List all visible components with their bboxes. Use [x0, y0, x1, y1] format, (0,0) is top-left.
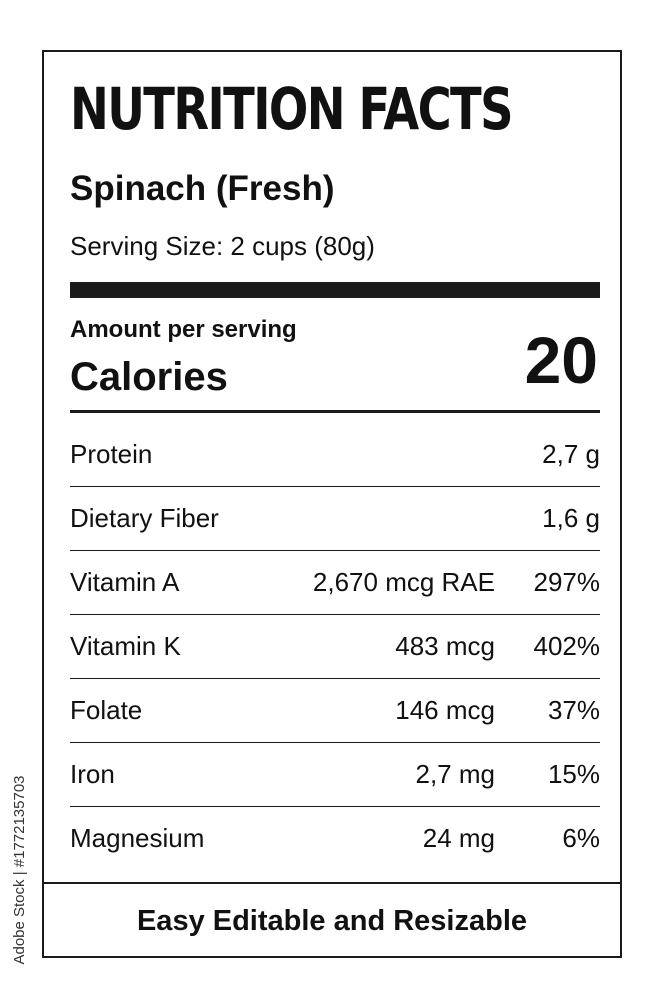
nutrient-daily-value: 15% [547, 759, 600, 789]
nutrient-amount: 2,670 mcg RAE [312, 567, 495, 597]
nutrient-name: Magnesium [70, 823, 205, 853]
stock-watermark: Adobe Stock | #1772135703 [6, 745, 34, 995]
nutrient-daily-value: 297% [533, 567, 601, 597]
footer-caption: Easy Editable and Resizable [136, 905, 528, 937]
nutrition-facts-label: NUTRITION FACTS Spinach (Fresh) Serving … [42, 50, 622, 958]
nutrient-row-vitamin-k: Vitamin K 483 mcg 402% [70, 615, 600, 679]
nutrient-amount: 2,7 mg [415, 759, 496, 789]
nutrient-name: Dietary Fiber [70, 503, 219, 533]
nutrient-row-iron: Iron 2,7 mg 15% [70, 743, 600, 807]
calories-value: 20 [524, 323, 598, 397]
watermark-text: Adobe Stock | #1772135703 [11, 775, 28, 965]
label-title: NUTRITION FACTS [70, 75, 514, 143]
nutrient-name: Iron [70, 759, 115, 789]
nutrient-list: Protein 2,7 g Dietary Fiber 1,6 g Vitami… [70, 423, 600, 870]
nutrient-amount: 24 mg [422, 823, 495, 853]
nutrient-daily-value: 402% [533, 631, 601, 661]
nutrient-amount: 1,6 g [542, 503, 600, 533]
calories-label: Calories [70, 355, 228, 399]
nutrient-amount: 146 mcg [395, 695, 495, 725]
nutrient-row-magnesium: Magnesium 24 mg 6% [70, 807, 600, 870]
nutrient-daily-value: 6% [562, 823, 600, 853]
nutrient-name: Vitamin K [70, 631, 181, 661]
nutrient-amount: 483 mcg [395, 631, 495, 661]
product-name: Spinach (Fresh) [70, 169, 335, 208]
nutrient-daily-value: 37% [547, 695, 600, 725]
amount-per-serving-label: Amount per serving [70, 316, 297, 343]
nutrient-row-folate: Folate 146 mcg 37% [70, 679, 600, 743]
calories-divider [70, 410, 600, 413]
nutrient-name: Vitamin A [70, 567, 180, 597]
thick-divider [70, 282, 600, 298]
nutrient-row-dietary-fiber: Dietary Fiber 1,6 g [70, 487, 600, 551]
footer-divider [44, 882, 620, 884]
nutrient-row-protein: Protein 2,7 g [70, 423, 600, 487]
nutrient-name: Folate [70, 695, 143, 725]
nutrient-amount: 2,7 g [542, 439, 600, 469]
serving-size: Serving Size: 2 cups (80g) [70, 231, 375, 261]
nutrient-name: Protein [70, 439, 153, 469]
nutrient-row-vitamin-a: Vitamin A 2,670 mcg RAE 297% [70, 551, 600, 615]
